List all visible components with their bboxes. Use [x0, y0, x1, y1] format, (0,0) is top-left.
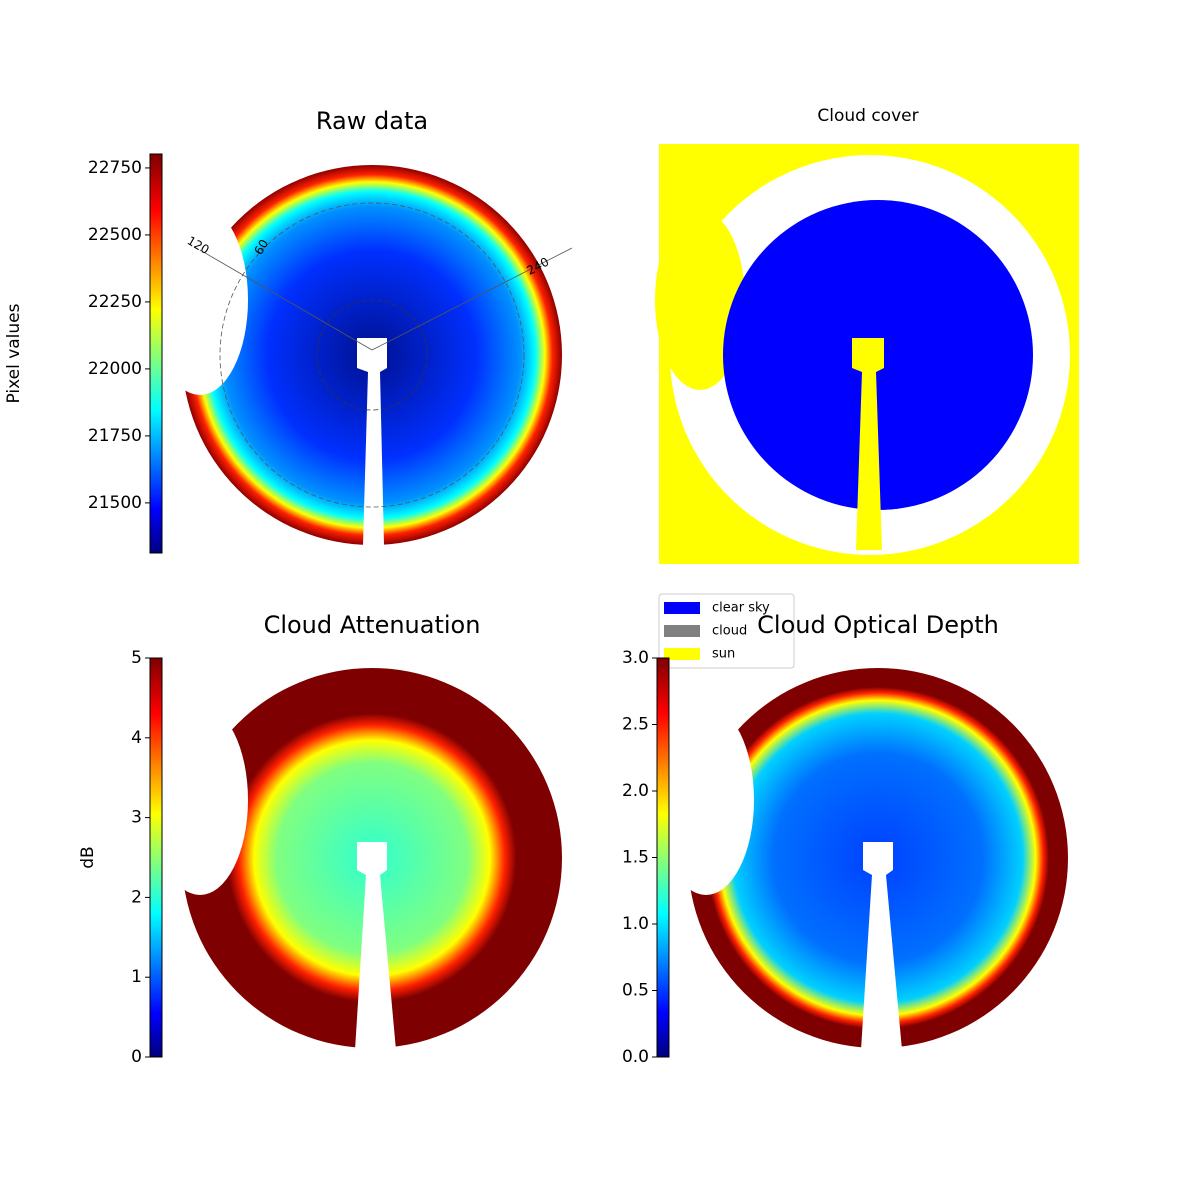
colorbar-tick-label: 22250: [88, 292, 142, 312]
legend-swatch: [664, 625, 700, 637]
panel-title: Cloud cover: [817, 106, 918, 126]
legend-swatch: [664, 602, 700, 614]
colorbar: [656, 657, 670, 1058]
colorbar-tick-label: 2: [131, 887, 142, 907]
colorbar-tick-label: 22500: [88, 225, 142, 245]
annotation: 60: [252, 237, 272, 257]
colorbar-tick-label: 4: [131, 728, 142, 748]
colorbar-tick-label: 1: [131, 967, 142, 987]
colorbar: [149, 153, 163, 554]
colorbar-tick-label: 2.5: [622, 715, 649, 735]
colorbar-tick-label: 22000: [88, 359, 142, 379]
colorbar-tick-label: 21500: [88, 493, 142, 513]
colorbar-label: dB: [78, 846, 98, 868]
colorbar-tick-label: 22750: [88, 158, 142, 178]
panel-title: Cloud Optical Depth: [757, 611, 999, 639]
panel-title: Cloud Attenuation: [264, 611, 481, 639]
colorbar-tick-label: 0: [131, 1047, 142, 1067]
colorbar-tick-label: 1.5: [622, 848, 649, 868]
colorbar-label: Pixel values: [4, 303, 24, 403]
colorbar-tick-label: 0.5: [622, 981, 649, 1001]
cod-image: [658, 668, 1068, 1050]
legend-label: clear sky: [712, 601, 770, 616]
legend-label: sun: [712, 647, 735, 662]
legend-label: cloud: [712, 624, 747, 639]
colorbar-tick-label: 2.0: [622, 781, 649, 801]
legend-swatch: [664, 648, 700, 660]
attenuation-image: [152, 668, 562, 1050]
colorbar: [149, 657, 163, 1058]
colorbar-tick-label: 5: [131, 648, 142, 668]
raw-image: 120 60 240: [152, 165, 573, 545]
colorbar-tick-label: 21750: [88, 426, 142, 446]
colorbar-tick-label: 0.0: [622, 1047, 649, 1067]
colorbar-tick-label: 3: [131, 808, 142, 828]
panel-title: Raw data: [316, 107, 428, 135]
cloud-cover-image: [655, 144, 1079, 564]
colorbar-tick-label: 3.0: [622, 648, 649, 668]
colorbar-tick-label: 1.0: [622, 914, 649, 934]
